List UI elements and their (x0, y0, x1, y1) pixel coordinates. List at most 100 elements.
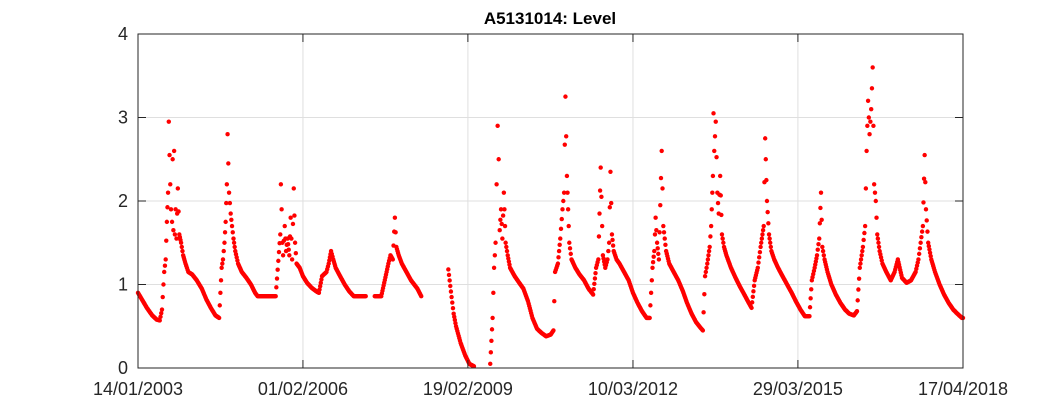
data-point (503, 240, 508, 245)
data-point (175, 186, 181, 191)
data-point (708, 234, 713, 239)
data-point (717, 173, 723, 179)
data-point (761, 223, 766, 229)
data-point (817, 221, 823, 226)
data-point (700, 328, 706, 333)
data-point (448, 289, 454, 294)
data-point (759, 240, 764, 245)
data-point (656, 251, 661, 257)
data-point (178, 240, 184, 245)
data-point (714, 154, 719, 160)
data-point (231, 236, 236, 241)
data-point (493, 240, 498, 245)
data-point (564, 173, 570, 179)
data-point (446, 267, 451, 272)
data-point (858, 257, 864, 262)
data-point (758, 244, 763, 250)
data-point (927, 247, 932, 252)
data-point (923, 180, 928, 185)
data-point (718, 193, 723, 198)
data-point (756, 255, 762, 260)
data-point (561, 190, 567, 195)
data-point (229, 217, 234, 222)
data-point (649, 278, 655, 283)
data-point (282, 223, 287, 229)
data-point (807, 314, 812, 319)
data-point (819, 217, 824, 222)
data-point (857, 265, 862, 270)
x-tick-label: 29/03/2015 (753, 379, 843, 399)
data-point (610, 243, 616, 248)
data-point (596, 234, 602, 239)
data-point (504, 248, 510, 254)
x-tick-label: 10/03/2012 (588, 379, 678, 399)
data-point (605, 257, 610, 262)
data-point (559, 216, 564, 222)
data-point (860, 248, 865, 254)
data-point (659, 148, 664, 154)
data-point (925, 229, 930, 234)
data-point (495, 123, 500, 129)
data-point (703, 269, 709, 275)
data-point (492, 253, 498, 258)
data-point (757, 249, 763, 255)
data-point (927, 250, 933, 255)
data-point (471, 364, 477, 369)
data-point (501, 190, 507, 195)
y-tick-label: 2 (118, 191, 128, 211)
data-point (597, 211, 602, 216)
data-point (656, 257, 662, 262)
data-point (870, 65, 875, 70)
data-point (274, 285, 279, 290)
data-point (647, 315, 652, 321)
data-point (170, 157, 175, 162)
data-point (917, 246, 923, 251)
data-point (820, 248, 826, 254)
data-point (919, 229, 925, 234)
data-point (293, 250, 299, 256)
data-point (163, 257, 168, 262)
data-point (662, 236, 667, 241)
data-point (706, 248, 712, 254)
data-point (502, 223, 508, 229)
data-point (867, 132, 872, 137)
data-point (818, 190, 824, 195)
data-point (650, 265, 655, 270)
data-point (709, 207, 714, 212)
data-point (318, 280, 323, 286)
data-point (568, 251, 573, 257)
data-point (567, 246, 573, 251)
x-tick-label: 17/04/2018 (918, 379, 1008, 399)
data-point (926, 243, 932, 249)
data-point (165, 205, 170, 210)
ticks (137, 33, 964, 369)
data-point (817, 236, 822, 241)
data-point (657, 230, 662, 235)
y-tick-label: 3 (118, 108, 128, 128)
data-point (606, 248, 611, 254)
data-point (873, 198, 878, 204)
data-point (609, 232, 615, 237)
data-point (449, 294, 454, 300)
data-point (592, 276, 598, 281)
data-point (222, 230, 228, 235)
data-point (768, 244, 774, 250)
x-tick-label: 01/02/2006 (258, 379, 348, 399)
data-point (226, 161, 231, 166)
data-point (273, 293, 278, 299)
data-point (863, 186, 869, 191)
data-point (866, 115, 872, 120)
data-point (651, 254, 656, 259)
data-point (597, 188, 603, 193)
data-point (292, 240, 298, 245)
data-point (599, 194, 604, 200)
data-point (760, 232, 765, 237)
data-point (590, 292, 596, 297)
data-point (921, 176, 927, 181)
data-point (713, 119, 718, 124)
data-point (658, 175, 664, 181)
data-point (171, 148, 177, 154)
y-tick-label: 0 (118, 358, 128, 378)
data-point (363, 293, 368, 299)
data-point (222, 240, 227, 245)
